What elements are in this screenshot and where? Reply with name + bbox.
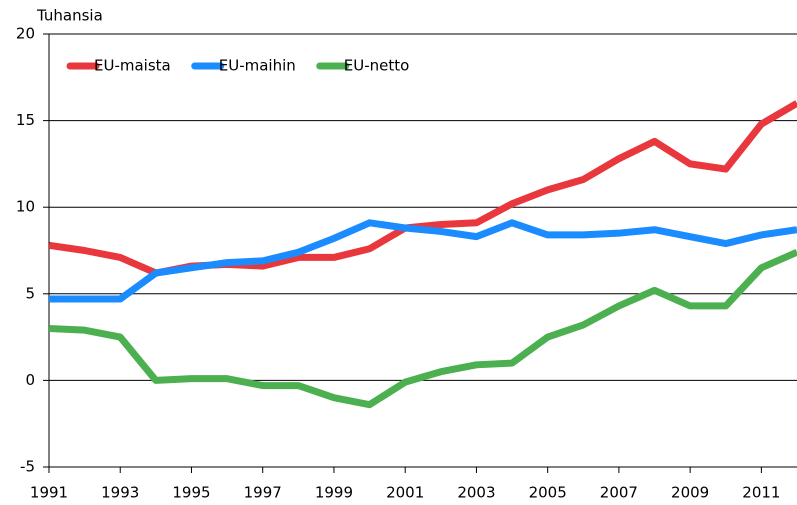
legend-label: EU-maihin: [219, 57, 296, 75]
legend-label: EU-maista: [94, 57, 171, 75]
x-tick-label: 2003: [457, 484, 495, 502]
x-tick-label: 1993: [101, 484, 139, 502]
legend-label: EU-netto: [344, 57, 410, 75]
x-tick-label: 1991: [30, 484, 68, 502]
y-tick-label: -5: [20, 458, 35, 476]
x-tick-label: 2005: [529, 484, 567, 502]
y-tick-label: 0: [25, 371, 35, 389]
series-line: [49, 100, 797, 277]
y-axis-label: Tuhansia: [36, 7, 103, 25]
series-line: [49, 249, 797, 409]
y-tick-label: 15: [16, 111, 35, 129]
x-tick-label: 2009: [671, 484, 709, 502]
x-tick-label: 2011: [742, 484, 780, 502]
x-tick-label: 1997: [244, 484, 282, 502]
series-line: [49, 219, 797, 303]
x-tick-label: 2007: [600, 484, 638, 502]
x-tick-label: 2001: [386, 484, 424, 502]
y-tick-label: 5: [25, 284, 35, 302]
x-tick-label: 1999: [315, 484, 353, 502]
y-tick-label: 10: [16, 198, 35, 216]
y-tick-label: 20: [16, 25, 35, 43]
x-tick-label: 1995: [172, 484, 210, 502]
